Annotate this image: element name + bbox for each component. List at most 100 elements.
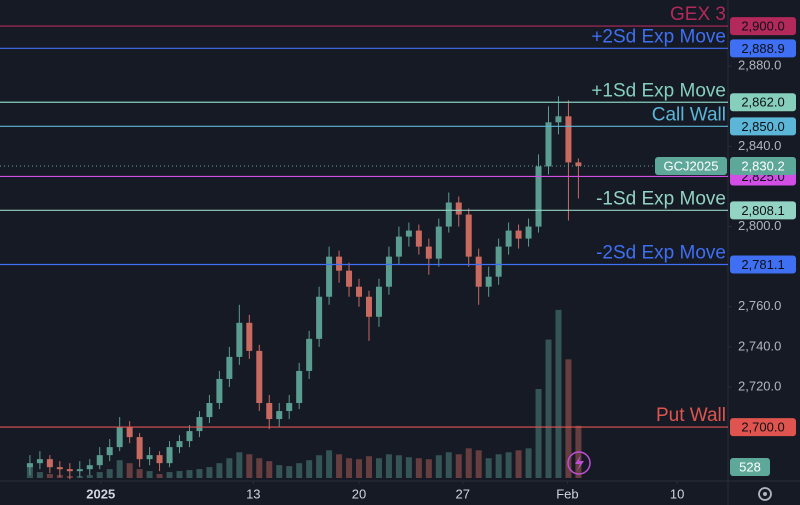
candle-body	[545, 122, 552, 167]
candle-body	[316, 296, 323, 339]
candle-body	[216, 378, 223, 404]
volume-bar	[425, 459, 432, 478]
candle-body	[76, 469, 83, 472]
y-tick-label: 2,760.0	[738, 298, 781, 313]
volume-bar	[86, 475, 93, 478]
volume-bar	[116, 460, 123, 478]
candle-body	[525, 226, 532, 239]
price-tag	[730, 93, 796, 112]
candle-body	[375, 286, 382, 317]
price-tag	[730, 117, 796, 136]
candle-body	[336, 256, 343, 271]
volume-bar	[365, 456, 372, 478]
volume-tag	[730, 458, 770, 476]
volume-bar	[415, 458, 422, 478]
lightning	[575, 455, 584, 471]
volume-bar	[176, 471, 183, 478]
level-label: Call Wall	[652, 104, 726, 125]
price-tag	[730, 17, 796, 36]
volume-bar	[465, 448, 472, 478]
volume-bar	[46, 474, 53, 478]
candle-body	[96, 455, 103, 466]
x-tick-label: 13	[246, 486, 260, 501]
price-tag	[730, 255, 796, 274]
volume-bar	[336, 454, 343, 478]
price-tag	[730, 418, 796, 437]
candle-body	[515, 230, 522, 239]
volume-bar	[216, 463, 223, 478]
candle-body	[505, 230, 512, 247]
candle-body	[256, 350, 263, 404]
x-tick-label: 27	[455, 486, 469, 501]
level-label: -2Sd Exp Move	[596, 242, 726, 263]
candle-body	[425, 246, 432, 259]
volume-bar	[96, 472, 103, 478]
candle-body	[575, 162, 582, 167]
price-tag-label: 2,888.9	[741, 41, 784, 56]
candle-body	[66, 469, 73, 472]
candle-body	[166, 447, 173, 464]
level-label: +2Sd Exp Move	[591, 26, 726, 47]
level-label: -1Sd Exp Move	[596, 188, 726, 209]
volume-bar	[166, 472, 173, 478]
y-tick-label: 2,740.0	[738, 338, 781, 353]
candle-body	[535, 166, 542, 227]
plot-area: GEX 3+2Sd Exp Move +1Sd Exp Move Call Wall…	[0, 4, 728, 480]
candle-body	[435, 226, 442, 259]
volume-bar	[545, 339, 552, 478]
x-tick-label: 20	[352, 486, 366, 501]
volume-bar	[495, 454, 502, 478]
symbol-label: GCJ2025	[664, 158, 719, 173]
volume-bar	[136, 469, 143, 478]
candle-body	[56, 467, 63, 470]
candle-body	[116, 427, 123, 448]
candle-body	[445, 202, 452, 227]
volume-bar	[435, 455, 442, 478]
volume-bar	[515, 450, 522, 478]
volume-bar	[296, 463, 303, 478]
x-tick-label: 10	[670, 486, 684, 501]
y-tick-label: 2,720.0	[738, 378, 781, 393]
volume-bar	[375, 458, 382, 478]
x-tick-label: 2025	[86, 486, 115, 501]
candle-body	[276, 411, 283, 420]
candle-body	[415, 230, 422, 247]
volume-bar	[356, 459, 363, 478]
volume-bar	[565, 359, 572, 478]
candle-body	[495, 246, 502, 277]
candle-body	[126, 427, 133, 438]
level-label: +1Sd Exp Move	[591, 80, 726, 101]
volume-bar	[106, 469, 113, 478]
price-tag-label: 2,850.0	[741, 119, 784, 134]
volume-bar	[395, 455, 402, 478]
volume-bar	[525, 448, 532, 478]
last-price-tag	[730, 157, 796, 176]
price-tag-label: 2,808.1	[741, 203, 784, 218]
candle-body	[306, 338, 313, 371]
settings-icon[interactable]	[758, 487, 772, 501]
alert-icon[interactable]	[567, 451, 591, 475]
candle-body	[156, 455, 163, 464]
volume-bar	[535, 389, 542, 478]
volume-bar	[286, 466, 293, 478]
candle-body	[246, 322, 253, 351]
candle-body	[365, 296, 372, 317]
volume-bar	[266, 461, 273, 478]
candle-body	[286, 403, 293, 412]
volume-bar	[346, 458, 353, 478]
price-axis: 2,880.0 2,840.0 2,800.0 2,760.0 2,740.0 2,720…	[728, 17, 796, 476]
candle-body	[226, 356, 233, 379]
candle-body	[206, 403, 213, 418]
volume-bar	[236, 452, 243, 478]
last-price-label: 2,830.2	[741, 158, 784, 173]
volume-bar	[445, 452, 452, 478]
candle-body	[465, 214, 472, 257]
symbol-tag	[655, 157, 727, 176]
candle-body	[356, 286, 363, 297]
volume-bar	[146, 471, 153, 478]
volume-bar	[385, 454, 392, 478]
volume-bar	[256, 458, 263, 478]
candle-body	[296, 370, 303, 404]
volume-bar	[455, 454, 462, 478]
